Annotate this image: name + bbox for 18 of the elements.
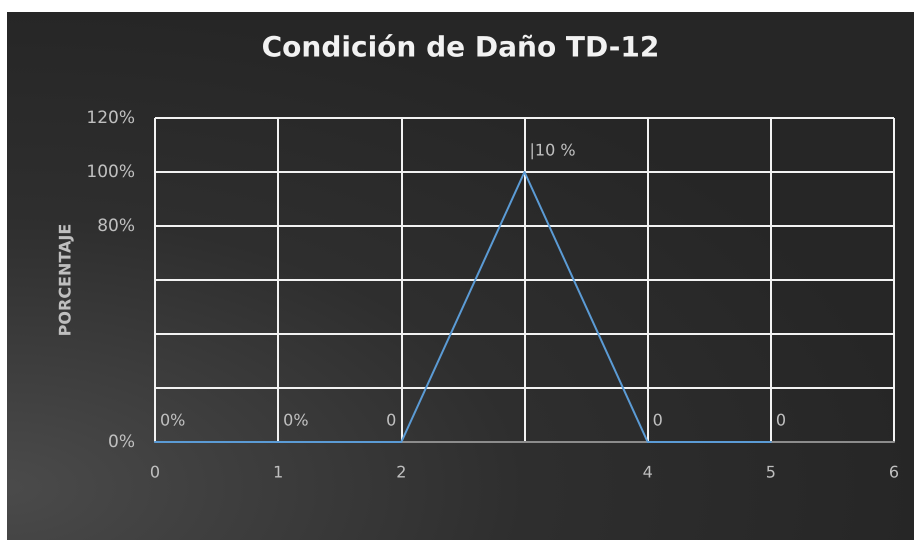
x-tick-label: 0 xyxy=(150,462,160,482)
x-tick-label: 5 xyxy=(766,462,776,482)
y-tick-label: 120% xyxy=(86,108,135,128)
chart-title: Condición de Daño TD-12 xyxy=(262,30,660,64)
y-axis-title: PORCENTAJE xyxy=(56,224,74,336)
y-tick-label: 80% xyxy=(97,216,135,236)
data-label: 0 xyxy=(386,410,396,430)
y-tick-label: 0% xyxy=(108,432,135,452)
data-label: 0% xyxy=(160,410,186,430)
data-label: 0 xyxy=(652,410,663,430)
y-tick-label: 100% xyxy=(86,162,135,182)
x-tick-label: 6 xyxy=(888,462,900,482)
x-tick-label: 1 xyxy=(273,462,284,482)
x-tick-label: 4 xyxy=(642,462,653,482)
data-label: 0% xyxy=(283,410,309,430)
annotation: |10 % xyxy=(530,140,576,160)
x-tick-label: 2 xyxy=(396,462,406,482)
data-label: 0 xyxy=(776,410,786,430)
